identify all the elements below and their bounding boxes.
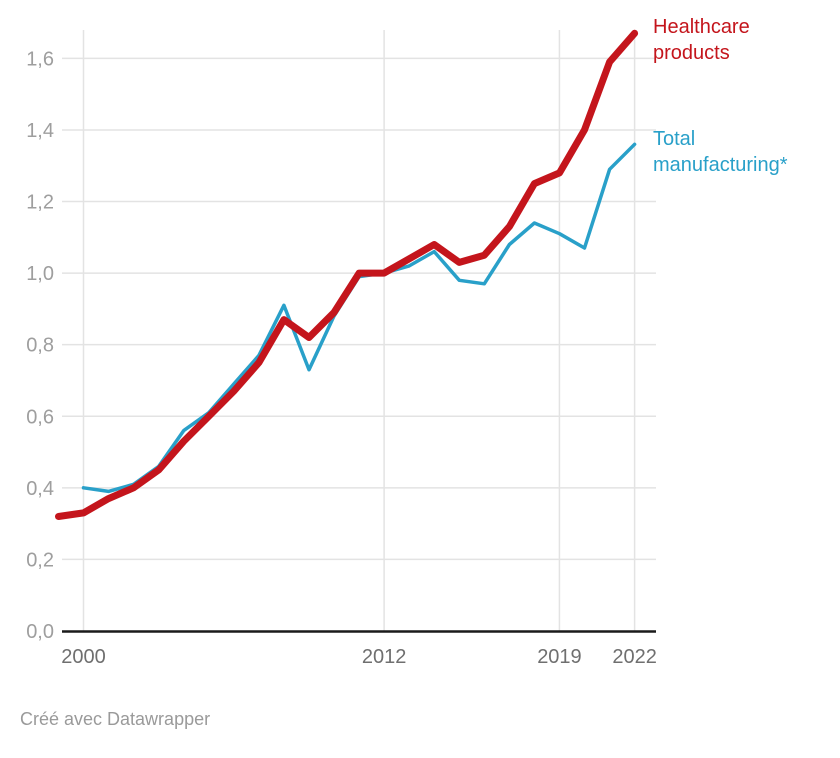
line-chart: 0,0 0,2 0,4 0,6 0,8 1,0 1,2 1,4 1,6 2000 2012 2019 2… [26, 29, 657, 668]
y-tick-label: 0,4 [26, 478, 54, 500]
y-tick-label: 0,2 [26, 549, 54, 571]
y-tick-label: 1,2 [26, 192, 54, 214]
y-tick-label: 0,6 [26, 406, 54, 428]
y-tick-label: 0,8 [26, 335, 54, 357]
x-tick-label: 2019 [537, 646, 582, 668]
series-line-total-manufacturing [81, 142, 637, 494]
y-tick-label: 0,0 [26, 621, 54, 643]
series-line-healthcare-products [55, 29, 639, 520]
datawrapper-attribution: Créé avec Datawrapper [20, 709, 211, 729]
x-tick-label: 2022 [612, 646, 657, 668]
y-tick-label: 1,0 [26, 263, 54, 285]
x-tick-label: 2000 [61, 646, 106, 668]
y-tick-label: 1,6 [26, 48, 54, 70]
legend-total-manufacturing: Total manufacturing* [653, 128, 788, 176]
legend-healthcare-products: Healthcare products [653, 16, 750, 64]
x-tick-label: 2012 [362, 646, 407, 668]
y-tick-label: 1,4 [26, 120, 54, 142]
